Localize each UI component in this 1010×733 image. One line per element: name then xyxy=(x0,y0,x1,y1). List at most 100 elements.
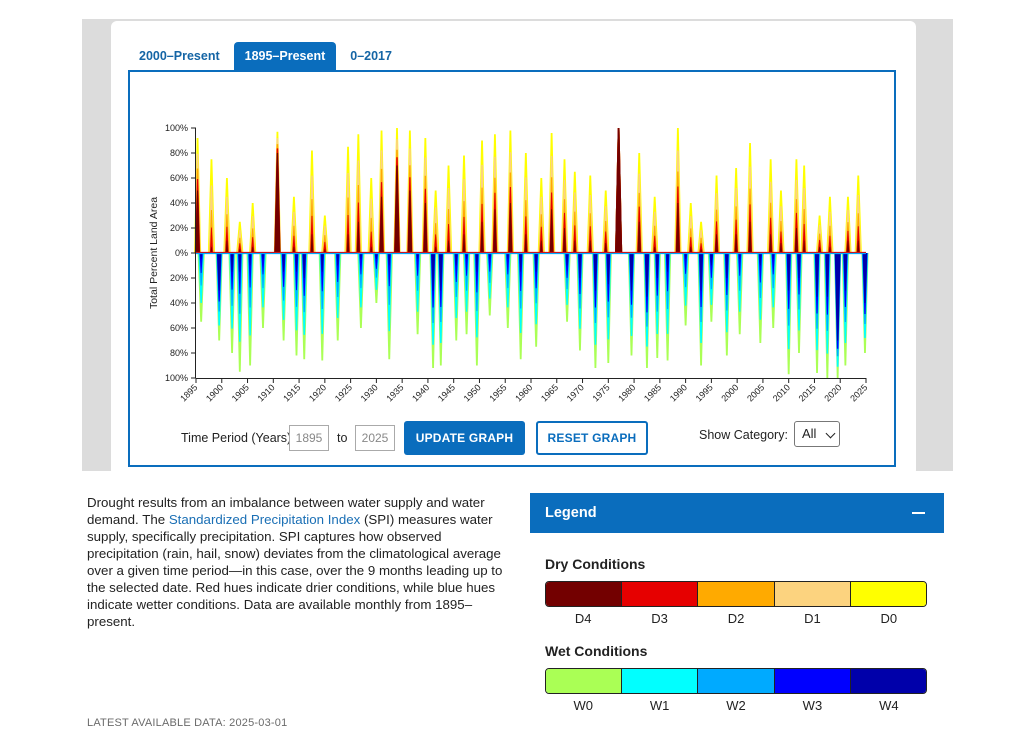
legend-title: Legend xyxy=(545,505,597,521)
wet-spike-2-layer-4 xyxy=(230,253,234,272)
wet-spike-20-layer-3 xyxy=(488,253,492,272)
y-tick-label-1: 80% xyxy=(170,148,188,158)
x-tick-label-14: 1965 xyxy=(539,382,560,403)
wet-spike-8-layer-4 xyxy=(302,253,306,278)
label-d3: D3 xyxy=(651,611,668,626)
swatch-w3 xyxy=(774,669,851,693)
wet-spike-4-layer-4 xyxy=(249,253,252,266)
x-tick-label-26: 2025 xyxy=(848,382,869,403)
wet-spike-39-layer-4 xyxy=(787,253,791,291)
collapse-icon[interactable] xyxy=(912,512,925,514)
wet-spike-22-layer-4 xyxy=(519,253,522,272)
tab-0-2017[interactable]: 0–2017 xyxy=(350,49,392,63)
wet-spike-14-layer-3 xyxy=(416,253,420,276)
chart-panel xyxy=(128,70,896,467)
x-tick-label-19: 1990 xyxy=(668,382,689,403)
wet-color-bar xyxy=(545,668,927,694)
dry-spike-10-layer-4 xyxy=(356,221,360,253)
wet-spike-19-layer-3 xyxy=(475,253,479,293)
swatch-w4 xyxy=(850,669,926,693)
swatch-d0 xyxy=(850,582,926,606)
wet-spike-19-layer-4 xyxy=(475,253,479,272)
x-tick-label-13: 1960 xyxy=(513,382,534,403)
y-tick-label-8: 60% xyxy=(170,323,188,333)
wet-spike-0-layer-3 xyxy=(199,253,203,273)
x-tick-label-16: 1975 xyxy=(590,382,611,403)
dry-spike-12-layer-4 xyxy=(379,196,384,253)
start-year-input[interactable] xyxy=(289,425,329,451)
wet-spike-26-layer-4 xyxy=(593,253,598,291)
period-tabs: 2000–Present 1895–Present 0–2017 xyxy=(128,42,406,71)
latest-data-note: LATEST AVAILABLE DATA: 2025-03-01 xyxy=(87,717,288,729)
dry-spike-38-layer-4 xyxy=(769,234,773,253)
description: Drought results from an imbalance betwee… xyxy=(87,494,507,630)
dry-spike-9-layer-4 xyxy=(346,234,350,253)
wet-spike-24-layer-4 xyxy=(565,253,569,266)
x-tick-label-22: 2005 xyxy=(745,382,766,403)
end-year-input[interactable] xyxy=(355,425,395,451)
wet-spike-32-layer-3 xyxy=(684,253,688,274)
dry-spike-11-layer-3 xyxy=(369,231,373,253)
x-tick-label-3: 1910 xyxy=(255,382,276,403)
dry-spike-8-layer-3 xyxy=(323,241,327,253)
dry-spike-28-layer-3 xyxy=(603,231,608,253)
wet-spike-38-layer-4 xyxy=(772,253,775,260)
dry-spike-22-layer-4 xyxy=(524,234,528,253)
wet-spike-18-layer-3 xyxy=(464,253,469,276)
dry-spike-5-layer-4 xyxy=(274,153,281,253)
x-tick-label-0: 1895 xyxy=(178,382,199,403)
dry-spike-41-layer-4 xyxy=(802,240,806,253)
wet-spike-21-layer-4 xyxy=(506,253,509,260)
wet-spike-33-layer-4 xyxy=(699,253,703,291)
x-tick-label-15: 1970 xyxy=(565,382,586,403)
y-tick-label-9: 80% xyxy=(170,348,188,358)
x-tick-label-10: 1945 xyxy=(436,382,457,403)
reset-graph-button[interactable]: RESET GRAPH xyxy=(536,421,648,455)
category-select[interactable]: All xyxy=(794,421,840,447)
dry-spike-28-layer-4 xyxy=(604,243,607,253)
spi-link[interactable]: Standardized Precipitation Index xyxy=(168,512,361,527)
wet-spike-30-layer-4 xyxy=(655,253,659,278)
dry-spike-14-layer-4 xyxy=(407,190,413,253)
update-graph-button[interactable]: UPDATE GRAPH xyxy=(404,421,525,455)
dry-spike-4-layer-4 xyxy=(251,246,254,253)
description-text-1: Drought results from an imbalance betwee… xyxy=(87,495,485,527)
wet-spike-3-layer-4 xyxy=(238,253,242,272)
dry-spike-39-layer-3 xyxy=(779,231,783,253)
dry-spike-33-layer-3 xyxy=(689,237,693,253)
x-tick-label-7: 1930 xyxy=(359,382,380,403)
x-tick-label-12: 1955 xyxy=(487,382,508,403)
swatch-w0 xyxy=(546,669,623,693)
label-d4: D4 xyxy=(574,611,592,626)
chevron-down-icon xyxy=(825,428,836,439)
x-tick-label-5: 1920 xyxy=(307,382,328,403)
wet-spike-1-layer-4 xyxy=(217,253,222,291)
wet-spike-44-layer-4 xyxy=(843,253,848,291)
wet-spike-32-layer-4 xyxy=(684,253,687,260)
dry-spike-42-layer-3 xyxy=(817,239,822,253)
wet-spike-36-layer-4 xyxy=(738,253,741,260)
wet-spike-40-layer-4 xyxy=(797,253,801,278)
dry-spike-6-layer-4 xyxy=(292,246,296,253)
y-axis-label: Total Percent Land Area xyxy=(148,197,160,309)
wet-spike-0-layer-4 xyxy=(200,253,203,260)
wet-spike-36-layer-3 xyxy=(738,253,742,276)
wet-spike-22-layer-3 xyxy=(518,253,523,291)
dry-spike-25-layer-4 xyxy=(562,228,567,253)
dry-spike-29-layer-4 xyxy=(615,128,623,253)
dry-spike-0-layer-4 xyxy=(195,190,200,253)
tab-1895-present[interactable]: 1895–Present xyxy=(233,42,337,71)
label-w4: W4 xyxy=(879,698,899,713)
wet-spike-11-layer-4 xyxy=(359,253,362,260)
dry-spike-21-layer-4 xyxy=(508,203,513,253)
swatch-d2 xyxy=(698,582,775,606)
dry-spike-37-layer-4 xyxy=(748,221,752,253)
legend-header[interactable]: Legend xyxy=(530,493,944,533)
wet-spike-15-layer-4 xyxy=(431,253,435,291)
dry-spike-16-layer-3 xyxy=(434,234,438,253)
dry-spike-24-layer-4 xyxy=(549,209,554,253)
wet-spike-14-layer-4 xyxy=(416,253,419,260)
tab-2000-present[interactable]: 2000–Present xyxy=(139,49,220,63)
dry-spike-6-layer-3 xyxy=(292,235,296,253)
wet-spike-5-layer-3 xyxy=(261,253,265,275)
